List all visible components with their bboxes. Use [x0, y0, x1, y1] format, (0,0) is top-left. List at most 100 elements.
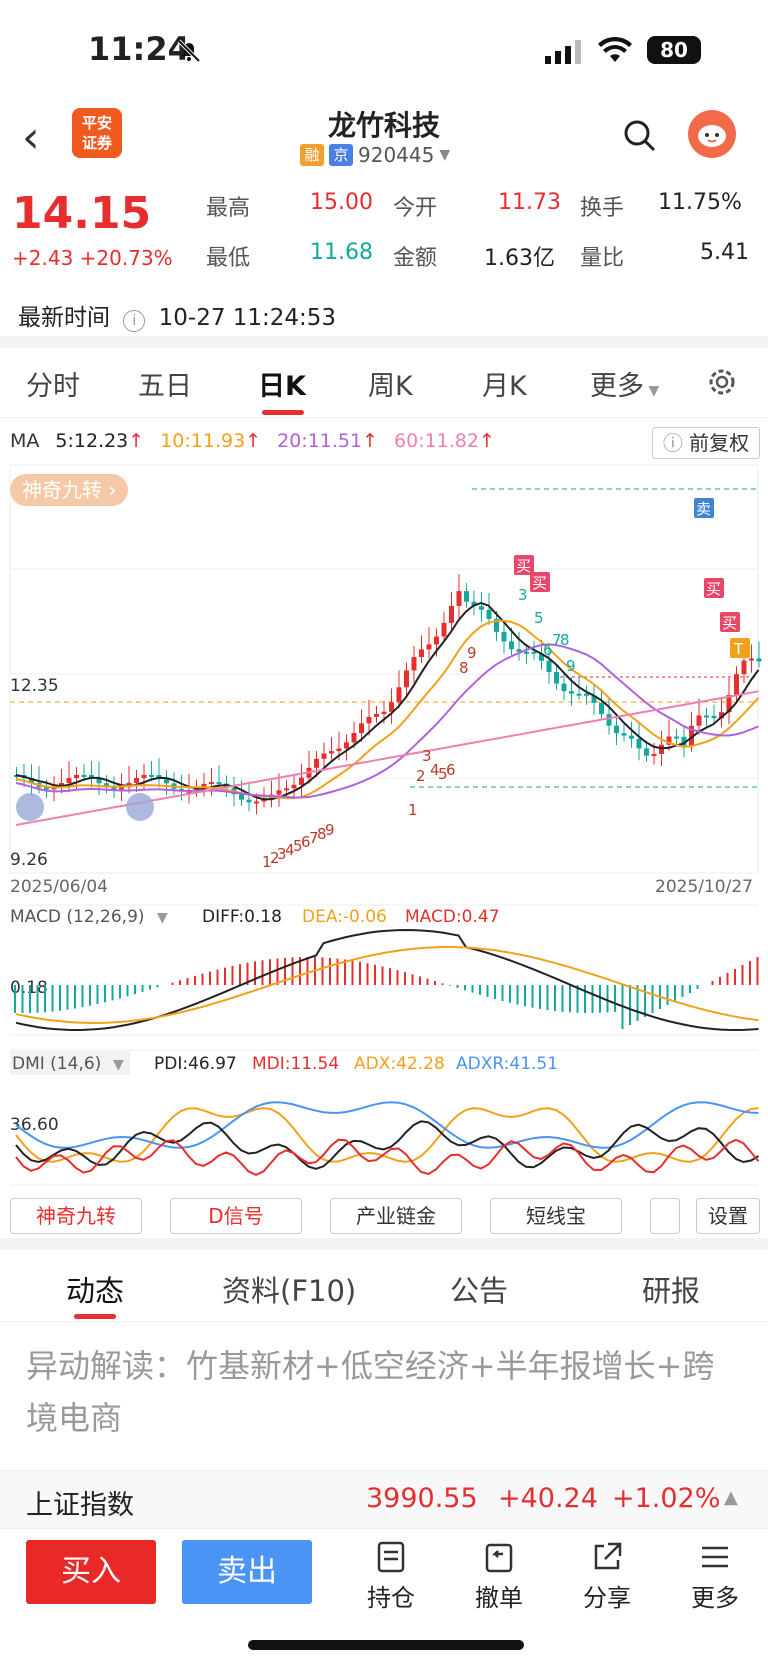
macd-bar [734, 969, 736, 985]
high-value: 15.00 [310, 190, 373, 215]
macd-bar [411, 974, 414, 985]
macd-bar [351, 960, 354, 985]
magic-nine-badge[interactable]: 神奇九转 › [10, 474, 129, 506]
macd-bar [456, 985, 459, 989]
svg-text:MDI:11.54: MDI:11.54 [252, 1054, 339, 1074]
undo-icon [485, 1543, 513, 1573]
svg-text:4: 4 [285, 841, 295, 859]
macd-bar [344, 959, 346, 985]
avatar[interactable] [688, 110, 736, 158]
func-button-d-signal[interactable]: D信号 [170, 1198, 302, 1234]
svg-text:MACD:0.47: MACD:0.47 [405, 907, 500, 927]
info-icon[interactable]: i [123, 310, 146, 332]
candle [209, 782, 214, 785]
candle [539, 653, 544, 661]
tab-weekly[interactable]: 周K [368, 371, 413, 402]
candle [704, 715, 709, 718]
adxr-line [15, 1101, 759, 1149]
turnover-label: 换手 [580, 196, 625, 221]
macd-bar [426, 978, 429, 985]
stock-name: 龙竹科技 [327, 109, 440, 142]
candle [659, 744, 664, 754]
active-tab-indicator [74, 1314, 116, 1319]
macd-bar [666, 985, 669, 1005]
tab-more[interactable]: 更多 ▼ [590, 371, 660, 402]
svg-text:ADXR:41.51: ADXR:41.51 [456, 1054, 558, 1074]
macd-bar [104, 985, 106, 1003]
macd-bar [231, 965, 234, 985]
tab-f10[interactable]: 资料(F10) [222, 1274, 357, 1308]
macd-bar [711, 981, 714, 985]
buy-button[interactable]: 买入 [26, 1540, 156, 1604]
svg-text:6: 6 [543, 641, 553, 659]
macd-bar [96, 985, 99, 1005]
fullscreen-icon[interactable] [126, 793, 154, 821]
amount-label: 金额 [393, 246, 438, 271]
candle [531, 651, 537, 654]
stock-code-row[interactable]: 融 京 920445 ▼ [300, 143, 450, 167]
svg-text:T: T [733, 640, 744, 658]
macd-bar [494, 985, 496, 1000]
macd-bar [719, 977, 721, 985]
candle [614, 725, 619, 734]
candle [216, 782, 222, 785]
func-button-magic-nine[interactable]: 神奇九转 [10, 1198, 142, 1234]
candle [584, 693, 589, 696]
func-button-settings[interactable]: 设置 [696, 1198, 760, 1234]
tab-intraday[interactable]: 分时 [26, 371, 80, 402]
tab-daily[interactable]: 日K [258, 371, 306, 402]
func-button-short-line[interactable]: 短线宝 [490, 1198, 622, 1234]
holdings-button[interactable]: 持仓 [356, 1540, 426, 1613]
macd-bar [464, 985, 466, 991]
cancel-order-button[interactable]: 撤单 [464, 1540, 534, 1613]
sell-button[interactable]: 卖出 [182, 1540, 312, 1604]
macd-bar [171, 982, 174, 985]
news-text[interactable]: 异动解读：竹基新材+低空经济+半年报增长+跨境电商 [26, 1347, 715, 1437]
macd-bar [696, 985, 699, 989]
macd-bar [614, 985, 616, 1012]
macd-bar [561, 985, 564, 1012]
tab-monthly[interactable]: 月K [482, 371, 527, 402]
svg-text:7: 7 [552, 631, 562, 649]
svg-text:9: 9 [566, 657, 576, 675]
gear-icon[interactable] [706, 366, 738, 398]
expand-left-icon[interactable] [16, 793, 44, 821]
wifi-icon [598, 36, 632, 62]
candle [441, 622, 447, 637]
search-icon[interactable] [622, 118, 658, 154]
candle [666, 736, 672, 745]
candle [276, 790, 282, 795]
macd-bar [756, 957, 759, 985]
macd-bar [119, 985, 121, 999]
macd-bar [261, 960, 264, 985]
tab-news[interactable]: 动态 [66, 1274, 125, 1308]
func-button-industry-chain[interactable]: 产业链金 [330, 1198, 462, 1234]
tab-announcements[interactable]: 公告 [450, 1274, 509, 1308]
mdi-line [15, 1138, 760, 1177]
broker-logo[interactable]: 平安 证券 [72, 108, 122, 158]
macd-bar [636, 985, 639, 1021]
macd-bar [486, 985, 489, 997]
tab-5day[interactable]: 五日 [138, 371, 192, 402]
svg-text:PDI:46.97: PDI:46.97 [154, 1054, 237, 1074]
candle [546, 660, 552, 673]
ma-legend: MA 5:12.23↑ 10:11.93↑ 20:11.51↑ 60:11.82… [10, 430, 495, 452]
macd-bar [389, 968, 391, 985]
tab-research[interactable]: 研报 [642, 1274, 701, 1308]
date-end: 2025/10/27 [655, 877, 753, 897]
index-bar[interactable]: 上证指数 3990.55 +40.24 +1.02% ▲ [0, 1470, 768, 1528]
macd-bar [434, 981, 436, 985]
share-button[interactable]: 分享 [572, 1540, 642, 1613]
turnover-value: 11.75% [658, 190, 742, 215]
macd-bar [516, 985, 519, 1005]
adjust-button[interactable]: ⓘ 前复权 [652, 427, 760, 459]
active-tab-indicator [262, 410, 304, 415]
chevron-up-icon[interactable]: ▲ [724, 1487, 738, 1508]
back-icon[interactable]: ‹ [22, 112, 40, 163]
index-pct: +1.02% [612, 1483, 721, 1514]
func-button-more[interactable] [650, 1198, 680, 1234]
more-button[interactable]: 更多 [680, 1540, 750, 1613]
svg-text:DIFF:0.18: DIFF:0.18 [202, 907, 282, 927]
candle [456, 591, 462, 606]
